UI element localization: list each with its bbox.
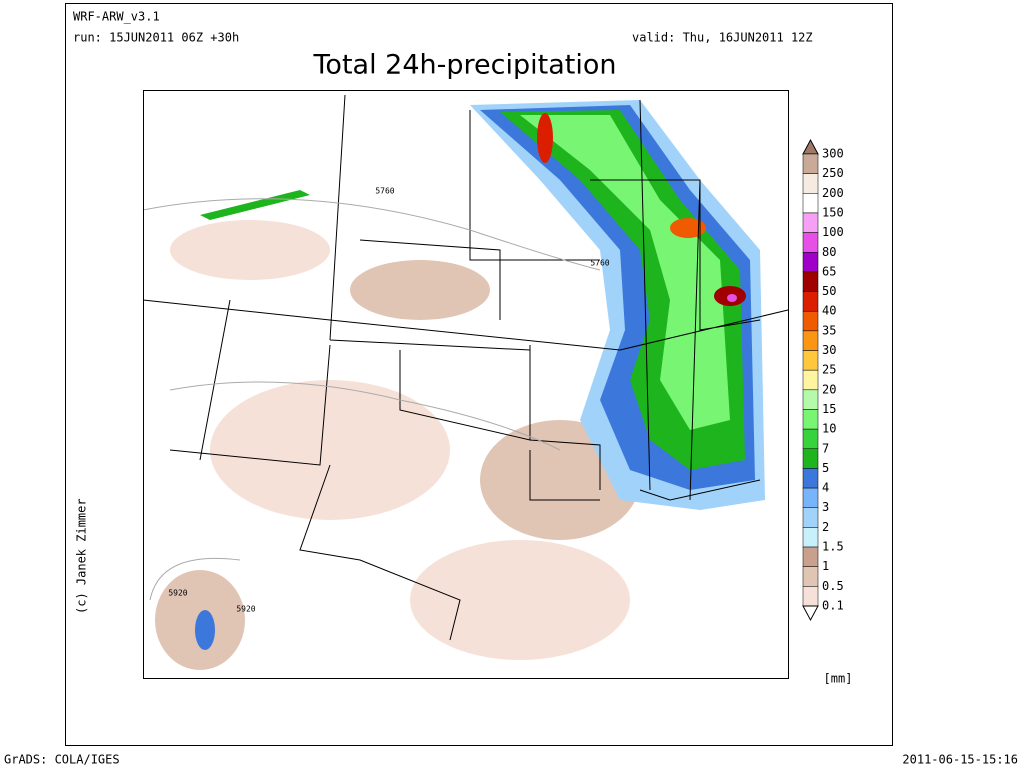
colorbar-box: [802, 291, 819, 312]
colorbar-label: 5: [822, 461, 829, 475]
contour-label: 5920: [168, 589, 187, 598]
colorbar-box: [802, 409, 819, 430]
colorbar-label: 50: [822, 284, 836, 298]
colorbar-label: 100: [822, 225, 844, 239]
colorbar-label: 0.5: [822, 579, 844, 593]
colorbar-box: [802, 193, 819, 214]
colorbar-label: 1.5: [822, 540, 844, 554]
colorbar-label: 3: [822, 500, 829, 514]
colorbar-box: [802, 468, 819, 489]
contour-label: 5920: [236, 605, 255, 614]
run-time: run: 15JUN2011 06Z +30h: [73, 31, 239, 45]
colorbar-label: 300: [822, 147, 844, 161]
colorbar-box: [802, 330, 819, 351]
precip-shading: [155, 100, 765, 670]
colorbar-box: [802, 369, 819, 391]
colorbar-box: [802, 546, 819, 567]
colorbar-label: 10: [822, 422, 836, 436]
colorbar-label: 0.1: [822, 599, 844, 613]
valid-time: valid: Thu, 16JUN2011 12Z: [632, 31, 813, 45]
model: WRF-ARW_v3.1: [73, 10, 160, 24]
colorbar-box: [802, 527, 819, 548]
colorbar-triangle: [802, 605, 819, 622]
colorbar-label: 15: [822, 402, 836, 416]
map: 5760 5760 5920 5920: [142, 90, 789, 679]
colorbar: 300 250 200 150 100 80 65 50 40 35 30 25 20 15 10 7 5 4 3 2…: [802, 138, 844, 622]
colorbar-box: [802, 232, 819, 253]
footer-right: 2011-06-15-15:16: [902, 753, 1018, 767]
colorbar-label: 4: [822, 481, 829, 495]
colorbar-label: 25: [822, 363, 836, 377]
colorbar-label: 7: [822, 441, 829, 455]
contour-label: 5760: [375, 187, 394, 196]
footer-left: GrADS: COLA/IGES: [4, 753, 120, 767]
colorbar-label: 20: [822, 382, 836, 396]
colorbar-box: [802, 271, 819, 292]
colorbar-label: 35: [822, 323, 836, 337]
colorbar-box: [802, 389, 819, 410]
colorbar-box: [802, 252, 819, 273]
unit: [mm]: [824, 672, 853, 686]
credit: (c) Janek Zimmer: [75, 498, 89, 614]
colorbar-box: [802, 428, 819, 450]
contour-label: 5760: [590, 259, 609, 268]
colorbar-label: 65: [822, 264, 836, 278]
colorbar-box: [802, 350, 819, 371]
colorbar-box: [802, 507, 819, 528]
colorbar-box: [802, 448, 819, 469]
colorbar-label: 1: [822, 559, 829, 573]
state-borders: [142, 94, 789, 641]
colorbar-label: 40: [822, 304, 836, 318]
colorbar-label: 200: [822, 186, 844, 200]
colorbar-box: [802, 310, 819, 332]
colorbar-label: 30: [822, 343, 836, 357]
map-frame: [143, 90, 789, 679]
title: Total 24h-precipitation: [313, 50, 617, 81]
colorbar-label: 80: [822, 245, 836, 259]
colorbar-label: 250: [822, 166, 844, 180]
colorbar-label: 2: [822, 520, 829, 534]
colorbar-box: [802, 173, 819, 194]
colorbar-label: 150: [822, 205, 844, 219]
colorbar-box: [802, 153, 819, 174]
colorbar-box: [802, 566, 819, 587]
colorbar-box: [802, 212, 819, 233]
colorbar-box: [802, 487, 819, 508]
colorbar-box: [802, 586, 819, 607]
